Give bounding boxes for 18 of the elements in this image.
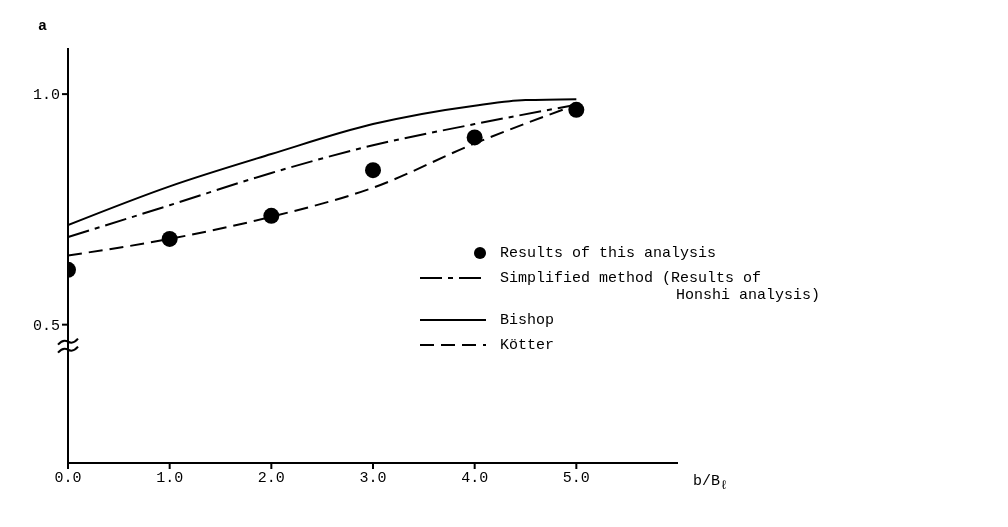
x-tick-label: 5.0 (562, 469, 590, 487)
x-tick-label: 1.0 (156, 469, 184, 487)
point (365, 162, 381, 179)
x-tick-label: 2.0 (257, 469, 285, 487)
x-tick-label: 4.0 (461, 469, 489, 487)
x-tick-label: 3.0 (359, 469, 387, 487)
legend-label: Kötter (500, 336, 555, 354)
point (466, 129, 483, 146)
x-tick-label: 0.0 (54, 469, 82, 487)
legend-label: Simplified method (Results of Honshi analysis) (500, 269, 820, 304)
point (263, 207, 280, 224)
point (568, 101, 585, 118)
legend-label: Bishop (500, 311, 555, 329)
x-axis-title: b/B$_{ℓ}$ (693, 473, 728, 493)
point (161, 230, 178, 247)
y-axis-title: a (38, 18, 48, 35)
legend-label: Results of this analysis (500, 244, 717, 262)
y-tick-label: 0.5 (32, 317, 60, 335)
